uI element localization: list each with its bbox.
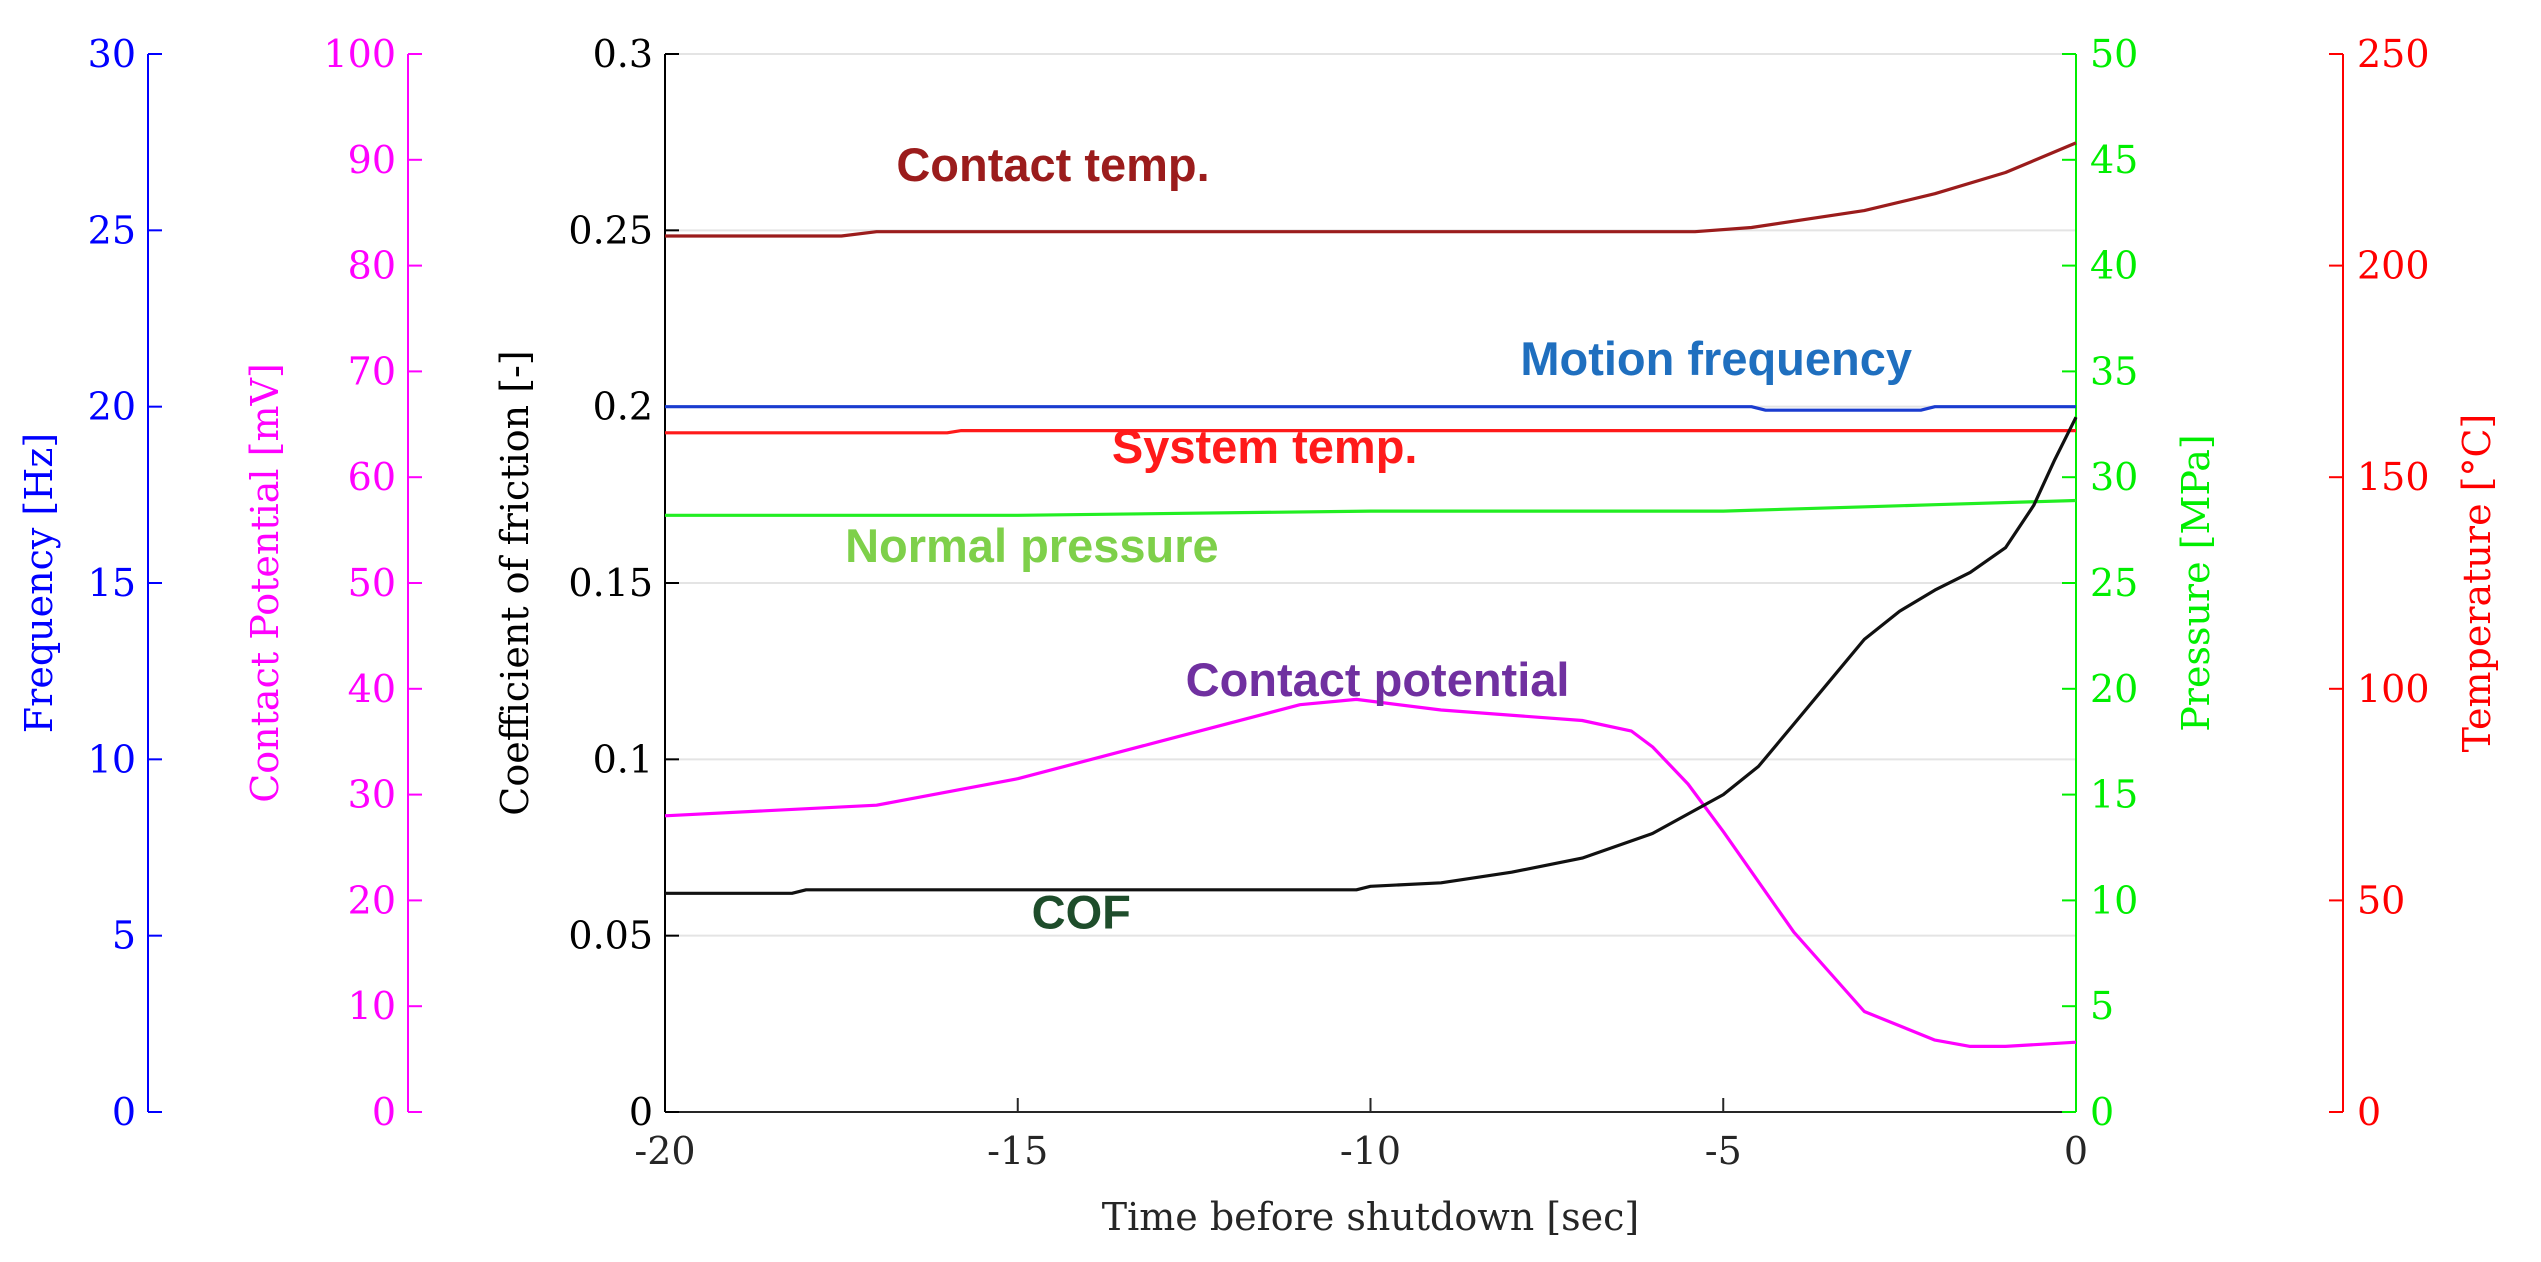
annotation-contact-temp: Contact temp. xyxy=(896,138,1209,191)
frequency-axis-title: Frequency [Hz] xyxy=(17,433,61,733)
series-line-motion-frequency xyxy=(665,405,2076,412)
frequency-tick-label-0: 0 xyxy=(112,1090,136,1134)
potential-tick-label-8: 80 xyxy=(348,244,396,288)
potential-tick-label-2: 20 xyxy=(348,878,396,922)
temperature-tick-label-2: 100 xyxy=(2357,667,2430,711)
x-tick-label-4: 0 xyxy=(2064,1129,2088,1173)
series-group xyxy=(664,141,2078,1049)
cof-tick-label-4: 0.2 xyxy=(593,385,653,429)
pressure-tick-label-1: 5 xyxy=(2090,984,2114,1028)
frequency-tick-label-2: 10 xyxy=(88,737,136,781)
x-tick-label-1: -15 xyxy=(987,1129,1048,1173)
pressure-tick-label-5: 25 xyxy=(2090,561,2138,605)
pressure-axis-title: Pressure [MPa] xyxy=(2174,434,2218,732)
cof-tick-label-2: 0.1 xyxy=(593,737,653,781)
x-tick-label-3: -5 xyxy=(1705,1129,1742,1173)
x-tick-label-2: -10 xyxy=(1340,1129,1401,1173)
pressure-tick-label-9: 45 xyxy=(2090,138,2138,182)
cof-tick-label-3: 0.15 xyxy=(568,561,653,605)
potential-tick-label-10: 100 xyxy=(323,32,396,76)
pressure-tick-label-10: 50 xyxy=(2090,32,2138,76)
pressure-tick-label-4: 20 xyxy=(2090,667,2138,711)
potential-tick-label-0: 0 xyxy=(372,1090,396,1134)
cof-tick-label-6: 0.3 xyxy=(593,32,653,76)
potential-axis-title: Contact Potential [mV] xyxy=(243,363,287,803)
pressure-tick-label-0: 0 xyxy=(2090,1090,2114,1134)
frequency-tick-label-4: 20 xyxy=(88,385,136,429)
cof-tick-label-1: 0.05 xyxy=(568,914,653,958)
annotation-cof: COF xyxy=(1032,886,1131,939)
potential-tick-label-5: 50 xyxy=(348,561,396,605)
axes-group: -20 -15 -10 -5 0 Time before shutdown [sec] 0 5… xyxy=(17,32,2499,1239)
potential-tick-label-4: 40 xyxy=(348,667,396,711)
frequency-tick-label-3: 15 xyxy=(88,561,136,605)
annotation-normal-pressure: Normal pressure xyxy=(845,519,1219,572)
temperature-axis-title: Temperature [°C] xyxy=(2455,414,2499,753)
cof-axis-title: Coefficient of friction [-] xyxy=(493,350,537,815)
series-line-system-temp xyxy=(665,429,2076,435)
pressure-tick-label-7: 35 xyxy=(2090,349,2138,393)
potential-tick-label-1: 10 xyxy=(348,984,396,1028)
annotation-system-temp: System temp. xyxy=(1112,420,1418,473)
temperature-tick-label-0: 0 xyxy=(2357,1090,2381,1134)
series-line-normal-pressure xyxy=(665,498,2077,517)
annotations-group: Contact temp. Motion frequency System temp… xyxy=(845,138,1912,939)
temperature-tick-label-4: 200 xyxy=(2357,244,2430,288)
cof-tick-label-5: 0.25 xyxy=(568,208,653,252)
series-line-cof xyxy=(665,416,2078,895)
cof-tick-label-0: 0 xyxy=(629,1090,653,1134)
series-line-contact-temp xyxy=(665,141,2077,238)
annotation-motion-frequency: Motion frequency xyxy=(1520,332,1912,385)
frequency-tick-label-1: 5 xyxy=(112,914,136,958)
pressure-tick-label-2: 10 xyxy=(2090,878,2138,922)
grid-lines xyxy=(665,53,2076,1113)
x-axis-title: Time before shutdown [sec] xyxy=(1102,1195,1640,1239)
potential-tick-label-7: 70 xyxy=(348,349,396,393)
temperature-tick-label-3: 150 xyxy=(2357,455,2430,499)
frequency-tick-label-5: 25 xyxy=(88,208,136,252)
pressure-tick-label-3: 15 xyxy=(2090,773,2138,817)
pressure-tick-label-8: 40 xyxy=(2090,244,2138,288)
x-tick-label-0: -20 xyxy=(634,1129,695,1173)
frequency-tick-label-6: 30 xyxy=(88,32,136,76)
potential-tick-label-6: 60 xyxy=(348,455,396,499)
potential-tick-label-3: 30 xyxy=(348,773,396,817)
potential-tick-label-9: 90 xyxy=(348,138,396,182)
temperature-tick-label-5: 250 xyxy=(2357,32,2430,76)
series-line-contact-potential xyxy=(664,697,2077,1049)
temperature-tick-label-1: 50 xyxy=(2357,878,2405,922)
annotation-contact-potential: Contact potential xyxy=(1186,653,1570,706)
pressure-tick-label-6: 30 xyxy=(2090,455,2138,499)
